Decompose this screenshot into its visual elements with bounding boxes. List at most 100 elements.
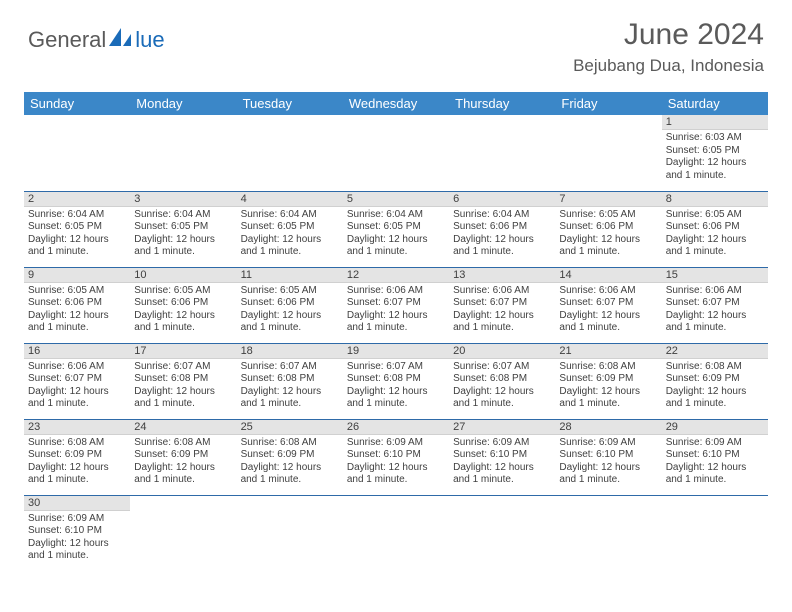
day-body: Sunrise: 6:06 AMSunset: 6:07 PMDaylight:… xyxy=(24,359,130,414)
day-header: Tuesday xyxy=(237,92,343,115)
day-number: 14 xyxy=(555,268,661,283)
day-body: Sunrise: 6:09 AMSunset: 6:10 PMDaylight:… xyxy=(343,435,449,490)
day-cell: 19Sunrise: 6:07 AMSunset: 6:08 PMDayligh… xyxy=(343,343,449,419)
day-header-row: SundayMondayTuesdayWednesdayThursdayFrid… xyxy=(24,92,768,115)
day-body: Sunrise: 6:05 AMSunset: 6:06 PMDaylight:… xyxy=(237,283,343,338)
day-number: 17 xyxy=(130,344,236,359)
day-cell: 16Sunrise: 6:06 AMSunset: 6:07 PMDayligh… xyxy=(24,343,130,419)
day-body: Sunrise: 6:06 AMSunset: 6:07 PMDaylight:… xyxy=(343,283,449,338)
day-header: Monday xyxy=(130,92,236,115)
day-number: 15 xyxy=(662,268,768,283)
day-number: 23 xyxy=(24,420,130,435)
day-cell: 9Sunrise: 6:05 AMSunset: 6:06 PMDaylight… xyxy=(24,267,130,343)
logo: General lue xyxy=(28,26,165,53)
header: General lue June 2024 Bejubang Dua, Indo… xyxy=(0,0,792,86)
day-body: Sunrise: 6:08 AMSunset: 6:09 PMDaylight:… xyxy=(237,435,343,490)
day-body: Sunrise: 6:05 AMSunset: 6:06 PMDaylight:… xyxy=(130,283,236,338)
day-body: Sunrise: 6:07 AMSunset: 6:08 PMDaylight:… xyxy=(237,359,343,414)
logo-sail-icon xyxy=(107,26,133,53)
day-number: 20 xyxy=(449,344,555,359)
day-number: 27 xyxy=(449,420,555,435)
day-number: 18 xyxy=(237,344,343,359)
day-cell: 22Sunrise: 6:08 AMSunset: 6:09 PMDayligh… xyxy=(662,343,768,419)
day-body: Sunrise: 6:09 AMSunset: 6:10 PMDaylight:… xyxy=(555,435,661,490)
day-number: 7 xyxy=(555,192,661,207)
day-cell: 7Sunrise: 6:05 AMSunset: 6:06 PMDaylight… xyxy=(555,191,661,267)
day-body: Sunrise: 6:04 AMSunset: 6:05 PMDaylight:… xyxy=(237,207,343,262)
empty-cell xyxy=(555,495,661,571)
empty-cell xyxy=(343,495,449,571)
day-number: 29 xyxy=(662,420,768,435)
day-cell: 25Sunrise: 6:08 AMSunset: 6:09 PMDayligh… xyxy=(237,419,343,495)
day-cell: 26Sunrise: 6:09 AMSunset: 6:10 PMDayligh… xyxy=(343,419,449,495)
day-number: 12 xyxy=(343,268,449,283)
empty-cell xyxy=(130,495,236,571)
empty-cell xyxy=(130,115,236,191)
day-cell: 24Sunrise: 6:08 AMSunset: 6:09 PMDayligh… xyxy=(130,419,236,495)
day-number: 13 xyxy=(449,268,555,283)
day-body: Sunrise: 6:04 AMSunset: 6:06 PMDaylight:… xyxy=(449,207,555,262)
empty-cell xyxy=(237,495,343,571)
day-body: Sunrise: 6:07 AMSunset: 6:08 PMDaylight:… xyxy=(130,359,236,414)
day-body: Sunrise: 6:07 AMSunset: 6:08 PMDaylight:… xyxy=(343,359,449,414)
day-cell: 30Sunrise: 6:09 AMSunset: 6:10 PMDayligh… xyxy=(24,495,130,571)
day-body: Sunrise: 6:08 AMSunset: 6:09 PMDaylight:… xyxy=(24,435,130,490)
day-cell: 15Sunrise: 6:06 AMSunset: 6:07 PMDayligh… xyxy=(662,267,768,343)
day-body: Sunrise: 6:06 AMSunset: 6:07 PMDaylight:… xyxy=(449,283,555,338)
day-cell: 21Sunrise: 6:08 AMSunset: 6:09 PMDayligh… xyxy=(555,343,661,419)
day-number: 10 xyxy=(130,268,236,283)
day-number: 11 xyxy=(237,268,343,283)
day-number: 28 xyxy=(555,420,661,435)
day-cell: 23Sunrise: 6:08 AMSunset: 6:09 PMDayligh… xyxy=(24,419,130,495)
week-row: 16Sunrise: 6:06 AMSunset: 6:07 PMDayligh… xyxy=(24,343,768,419)
week-row: 1Sunrise: 6:03 AMSunset: 6:05 PMDaylight… xyxy=(24,115,768,191)
day-body: Sunrise: 6:03 AMSunset: 6:05 PMDaylight:… xyxy=(662,130,768,185)
day-number: 22 xyxy=(662,344,768,359)
month-title: June 2024 xyxy=(573,18,764,52)
day-body: Sunrise: 6:06 AMSunset: 6:07 PMDaylight:… xyxy=(555,283,661,338)
day-cell: 5Sunrise: 6:04 AMSunset: 6:05 PMDaylight… xyxy=(343,191,449,267)
empty-cell xyxy=(555,115,661,191)
day-number: 26 xyxy=(343,420,449,435)
day-cell: 11Sunrise: 6:05 AMSunset: 6:06 PMDayligh… xyxy=(237,267,343,343)
day-header: Sunday xyxy=(24,92,130,115)
day-body: Sunrise: 6:04 AMSunset: 6:05 PMDaylight:… xyxy=(130,207,236,262)
day-number: 9 xyxy=(24,268,130,283)
day-number: 19 xyxy=(343,344,449,359)
day-cell: 10Sunrise: 6:05 AMSunset: 6:06 PMDayligh… xyxy=(130,267,236,343)
day-body: Sunrise: 6:08 AMSunset: 6:09 PMDaylight:… xyxy=(555,359,661,414)
day-number: 16 xyxy=(24,344,130,359)
day-body: Sunrise: 6:06 AMSunset: 6:07 PMDaylight:… xyxy=(662,283,768,338)
day-body: Sunrise: 6:05 AMSunset: 6:06 PMDaylight:… xyxy=(662,207,768,262)
day-number: 8 xyxy=(662,192,768,207)
week-row: 2Sunrise: 6:04 AMSunset: 6:05 PMDaylight… xyxy=(24,191,768,267)
day-body: Sunrise: 6:04 AMSunset: 6:05 PMDaylight:… xyxy=(343,207,449,262)
day-cell: 29Sunrise: 6:09 AMSunset: 6:10 PMDayligh… xyxy=(662,419,768,495)
day-number: 5 xyxy=(343,192,449,207)
day-header: Saturday xyxy=(662,92,768,115)
day-body: Sunrise: 6:07 AMSunset: 6:08 PMDaylight:… xyxy=(449,359,555,414)
day-body: Sunrise: 6:09 AMSunset: 6:10 PMDaylight:… xyxy=(449,435,555,490)
day-number: 21 xyxy=(555,344,661,359)
day-cell: 18Sunrise: 6:07 AMSunset: 6:08 PMDayligh… xyxy=(237,343,343,419)
day-cell: 13Sunrise: 6:06 AMSunset: 6:07 PMDayligh… xyxy=(449,267,555,343)
day-header: Thursday xyxy=(449,92,555,115)
day-cell: 12Sunrise: 6:06 AMSunset: 6:07 PMDayligh… xyxy=(343,267,449,343)
week-row: 9Sunrise: 6:05 AMSunset: 6:06 PMDaylight… xyxy=(24,267,768,343)
title-block: June 2024 Bejubang Dua, Indonesia xyxy=(573,18,764,76)
day-body: Sunrise: 6:04 AMSunset: 6:05 PMDaylight:… xyxy=(24,207,130,262)
logo-text-blue: lue xyxy=(135,27,164,53)
day-cell: 1Sunrise: 6:03 AMSunset: 6:05 PMDaylight… xyxy=(662,115,768,191)
empty-cell xyxy=(662,495,768,571)
day-number: 2 xyxy=(24,192,130,207)
day-cell: 20Sunrise: 6:07 AMSunset: 6:08 PMDayligh… xyxy=(449,343,555,419)
empty-cell xyxy=(24,115,130,191)
day-header: Friday xyxy=(555,92,661,115)
calendar-table: SundayMondayTuesdayWednesdayThursdayFrid… xyxy=(24,92,768,571)
logo-text-general: General xyxy=(28,27,106,53)
day-cell: 17Sunrise: 6:07 AMSunset: 6:08 PMDayligh… xyxy=(130,343,236,419)
day-number: 6 xyxy=(449,192,555,207)
empty-cell xyxy=(343,115,449,191)
day-body: Sunrise: 6:08 AMSunset: 6:09 PMDaylight:… xyxy=(662,359,768,414)
empty-cell xyxy=(237,115,343,191)
